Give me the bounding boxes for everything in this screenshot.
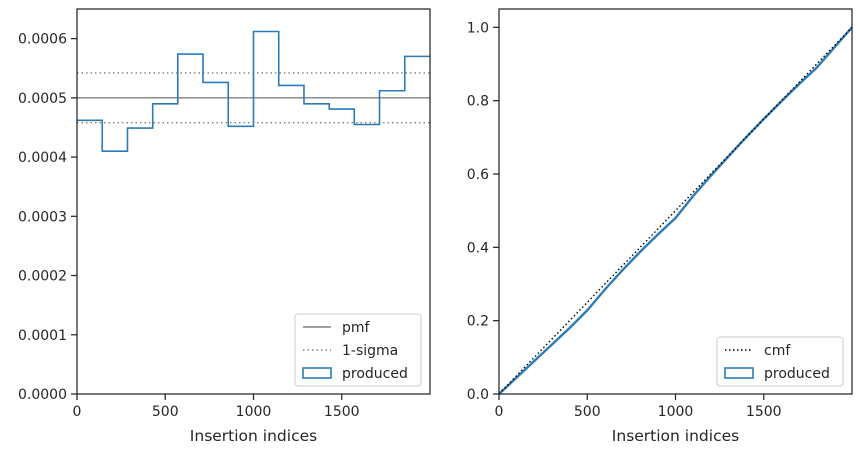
legend-swatch-produced xyxy=(302,367,332,379)
legend-label-1-sigma: 1-sigma xyxy=(342,343,398,359)
right-x-tick-label: 1000 xyxy=(658,404,694,420)
right-x-tick-label: 1500 xyxy=(746,404,782,420)
left-y-tick-label: 0.0006 xyxy=(18,32,67,48)
left-x-tick-label: 1500 xyxy=(324,404,360,420)
left-y-tick-label: 0.0000 xyxy=(18,387,67,403)
right-legend: cmf produced xyxy=(716,336,844,387)
left-y-tick-label: 0.0001 xyxy=(18,328,67,344)
right-y-tick-label: 0.0 xyxy=(467,387,489,403)
right-x-axis-label: Insertion indices xyxy=(612,427,739,445)
left-x-tick-label: 500 xyxy=(152,404,179,420)
left-x-axis-label: Insertion indices xyxy=(190,427,317,445)
right-y-tick-label: 0.4 xyxy=(467,240,489,256)
right-axes-frame xyxy=(498,8,853,395)
right-x-tick-label: 500 xyxy=(574,404,601,420)
cmf-line xyxy=(498,26,853,395)
left-x-tick-label: 1000 xyxy=(236,404,272,420)
right-y-tick-label: 0.2 xyxy=(467,314,489,330)
left-y-tick-label: 0.0002 xyxy=(18,269,67,285)
legend-label-cmf: cmf xyxy=(764,343,791,359)
legend-swatch-produced xyxy=(724,367,754,379)
left-y-tick-label: 0.0005 xyxy=(18,91,67,107)
right-legend-box xyxy=(716,336,844,387)
right-y-tick-label: 0.8 xyxy=(467,94,489,110)
right-y-tick-label: 0.6 xyxy=(467,167,489,183)
legend-label-produced: produced xyxy=(764,366,830,382)
right-chart-panel: 0 500 1000 1500 0.0 0.2 0.4 0.6 0.8 1.0 Insertion… xyxy=(467,8,853,445)
left-y-tick-label: 0.0004 xyxy=(18,150,67,166)
right-y-tick-label: 1.0 xyxy=(467,20,489,36)
legend-label-produced: produced xyxy=(342,366,408,382)
legend-label-pmf: pmf xyxy=(342,320,371,336)
produced-cumulative-line xyxy=(498,26,853,395)
left-legend: pmf 1-sigma produced xyxy=(294,313,422,387)
left-x-tick-label: 0 xyxy=(73,404,82,420)
left-chart-panel: 0 500 1000 1500 0.0000 0.0001 0.0002 0.0003 0.00… xyxy=(18,8,431,445)
right-x-tick-label: 0 xyxy=(495,404,504,420)
left-y-tick-label: 0.0003 xyxy=(18,209,67,225)
produced-histogram-step xyxy=(77,30,430,152)
